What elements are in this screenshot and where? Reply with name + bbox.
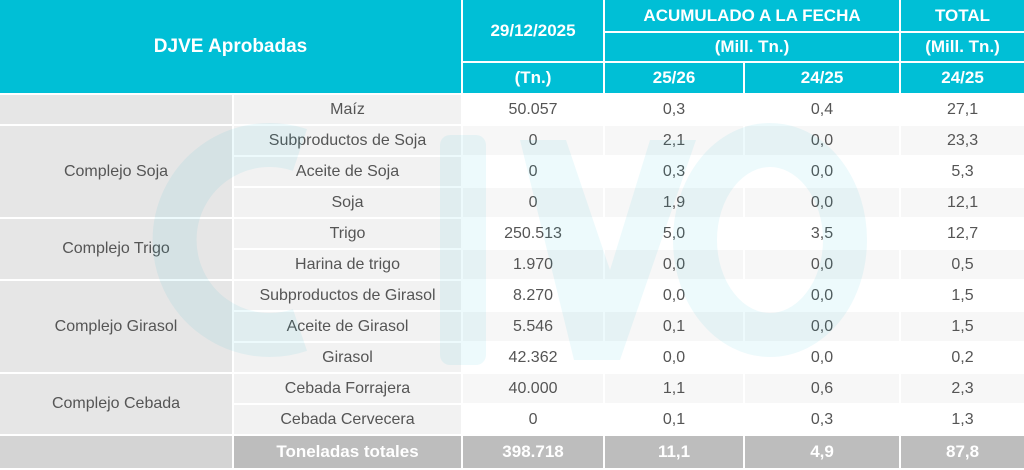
tons-cell: 0	[462, 125, 606, 157]
product-label: Cebada Cervecera	[233, 404, 464, 436]
col-header-total-2425: 24/25	[900, 62, 1024, 95]
tons-cell: 8.270	[462, 280, 606, 312]
totals-row: Toneladas totales 398.718 11,1 4,9 87,8	[0, 435, 1024, 468]
totals-2526: 11,1	[604, 435, 746, 468]
accum-2425-cell: 0,4	[744, 94, 902, 126]
table-row: Girasol 42.362 0,0 0,0 0,2	[0, 342, 1024, 374]
product-label: Aceite de Soja	[233, 156, 464, 188]
product-label: Subproductos de Girasol	[233, 280, 464, 312]
total-2425-cell: 12,7	[900, 218, 1024, 250]
accumulated-unit: (Mill. Tn.)	[604, 32, 902, 63]
accum-2526-cell: 1,9	[604, 187, 746, 219]
product-label: Maíz	[233, 94, 464, 126]
accum-2425-cell: 0,0	[744, 342, 902, 374]
totals-blank-cell	[0, 435, 234, 468]
tons-cell: 40.000	[462, 373, 606, 405]
group-label: Complejo Cebada	[0, 373, 234, 436]
total-2425-cell: 0,5	[900, 249, 1024, 281]
tons-cell: 50.057	[462, 94, 606, 126]
group-label: Complejo Soja	[0, 125, 234, 219]
product-label: Aceite de Girasol	[233, 311, 464, 343]
tons-cell: 250.513	[462, 218, 606, 250]
accum-2526-cell: 1,1	[604, 373, 746, 405]
table-row: Harina de trigo 1.970 0,0 0,0 0,5	[0, 249, 1024, 281]
product-label: Soja	[233, 187, 464, 219]
date-unit: (Tn.)	[462, 62, 606, 95]
tons-cell: 5.546	[462, 311, 606, 343]
total-header: TOTAL	[900, 0, 1024, 33]
total-2425-cell: 23,3	[900, 125, 1024, 157]
group-cell-empty	[0, 94, 234, 126]
accum-2425-cell: 0,3	[744, 404, 902, 436]
date-header: 29/12/2025	[462, 0, 606, 63]
tons-cell: 0	[462, 187, 606, 219]
accumulated-header: ACUMULADO A LA FECHA	[604, 0, 902, 33]
accum-2526-cell: 0,1	[604, 404, 746, 436]
accum-2526-cell: 5,0	[604, 218, 746, 250]
table-row: Cebada Cervecera 0 0,1 0,3 1,3	[0, 404, 1024, 436]
accum-2425-cell: 0,0	[744, 311, 902, 343]
table-row: Aceite de Soja 0 0,3 0,0 5,3	[0, 156, 1024, 188]
table-row: Complejo Soja Subproductos de Soja 0 2,1…	[0, 125, 1024, 219]
accum-2425-cell: 0,0	[744, 249, 902, 281]
total-2425-cell: 0,2	[900, 342, 1024, 374]
product-label: Cebada Forrajera	[233, 373, 464, 405]
tons-cell: 0	[462, 156, 606, 188]
accum-2425-cell: 0,0	[744, 156, 902, 188]
accum-2526-cell: 0,3	[604, 156, 746, 188]
table-row: Complejo Cebada Cebada Forrajera 40.000 …	[0, 373, 1024, 436]
product-label: Girasol	[233, 342, 464, 374]
col-header-2425: 24/25	[744, 62, 902, 95]
totals-tons: 398.718	[462, 435, 606, 468]
tons-cell: 42.362	[462, 342, 606, 374]
accum-2526-cell: 0,0	[604, 342, 746, 374]
total-2425-cell: 12,1	[900, 187, 1024, 219]
accum-2425-cell: 0,0	[744, 187, 902, 219]
totals-2425: 4,9	[744, 435, 902, 468]
accum-2425-cell: 0,6	[744, 373, 902, 405]
product-label: Harina de trigo	[233, 249, 464, 281]
total-2425-cell: 2,3	[900, 373, 1024, 405]
tons-cell: 0	[462, 404, 606, 436]
table-row: Complejo Trigo Trigo 250.513 5,0 3,5 12,…	[0, 218, 1024, 281]
total-2425-cell: 27,1	[900, 94, 1024, 126]
product-label: Trigo	[233, 218, 464, 250]
accum-2526-cell: 0,1	[604, 311, 746, 343]
total-2425-cell: 1,5	[900, 311, 1024, 343]
table-title: DJVE Aprobadas	[0, 0, 464, 95]
accum-2526-cell: 0,0	[604, 280, 746, 312]
group-label: Complejo Trigo	[0, 218, 234, 281]
group-label: Complejo Girasol	[0, 280, 234, 374]
accum-2526-cell: 2,1	[604, 125, 746, 157]
table-row: Complejo Girasol Subproductos de Girasol…	[0, 280, 1024, 374]
tons-cell: 1.970	[462, 249, 606, 281]
table-row: Soja 0 1,9 0,0 12,1	[0, 187, 1024, 219]
accum-2526-cell: 0,0	[604, 249, 746, 281]
total-2425-cell: 5,3	[900, 156, 1024, 188]
table-row: Aceite de Girasol 5.546 0,1 0,0 1,5	[0, 311, 1024, 343]
accum-2425-cell: 3,5	[744, 218, 902, 250]
total-2425-cell: 1,5	[900, 280, 1024, 312]
accum-2425-cell: 0,0	[744, 280, 902, 312]
totals-label: Toneladas totales	[233, 435, 464, 468]
col-header-2526: 25/26	[604, 62, 746, 95]
accum-2425-cell: 0,0	[744, 125, 902, 157]
product-label: Subproductos de Soja	[233, 125, 464, 157]
totals-total-2425: 87,8	[900, 435, 1024, 468]
table-row: Maíz 50.057 0,3 0,4 27,1	[0, 94, 1024, 126]
total-unit: (Mill. Tn.)	[900, 32, 1024, 63]
accum-2526-cell: 0,3	[604, 94, 746, 126]
total-2425-cell: 1,3	[900, 404, 1024, 436]
